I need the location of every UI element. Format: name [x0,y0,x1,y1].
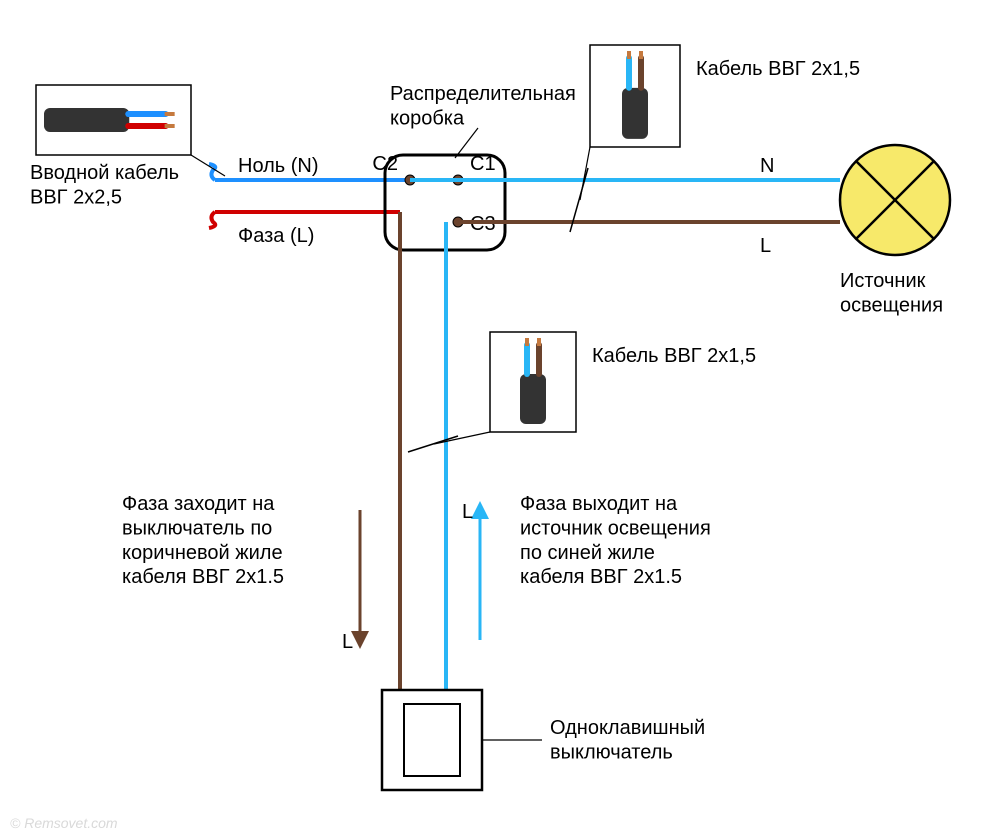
svg-text:кабеля ВВГ 2х1.5: кабеля ВВГ 2х1.5 [122,566,284,588]
svg-text:Фаза выходит на: Фаза выходит на [520,493,678,515]
svg-text:Кабель ВВГ 2х1,5: Кабель ВВГ 2х1,5 [696,58,860,80]
svg-text:Кабель ВВГ 2х1,5: Кабель ВВГ 2х1,5 [592,345,756,367]
svg-text:Распределительная: Распределительная [390,83,576,105]
svg-text:L: L [462,501,473,523]
svg-text:Источник: Источник [840,270,926,292]
svg-text:источник освещения: источник освещения [520,517,711,539]
svg-text:Фаза (L): Фаза (L) [238,225,314,247]
svg-text:выключатель: выключатель [550,741,673,763]
svg-text:С2: С2 [372,153,398,175]
svg-text:по синей жиле: по синей жиле [520,542,655,564]
svg-text:L: L [760,235,771,257]
svg-text:кабеля ВВГ 2х1.5: кабеля ВВГ 2х1.5 [520,566,682,588]
svg-text:Ноль (N): Ноль (N) [238,155,319,177]
svg-text:L: L [342,631,353,653]
svg-text:Фаза заходит на: Фаза заходит на [122,493,275,515]
svg-text:Вводной кабель: Вводной кабель [30,162,179,184]
watermark: © Remsovet.com [10,815,118,831]
svg-text:освещения: освещения [840,294,943,316]
svg-text:С1: С1 [470,153,496,175]
switch-brown-wire [400,212,418,772]
svg-text:Одноклавишный: Одноклавишный [550,717,705,739]
svg-text:ВВГ 2х2,5: ВВГ 2х2,5 [30,186,122,208]
svg-text:коричневой жиле: коричневой жиле [122,542,283,564]
svg-text:N: N [760,155,774,177]
svg-text:коробка: коробка [390,107,465,129]
svg-text:выключатель по: выключатель по [122,517,272,539]
